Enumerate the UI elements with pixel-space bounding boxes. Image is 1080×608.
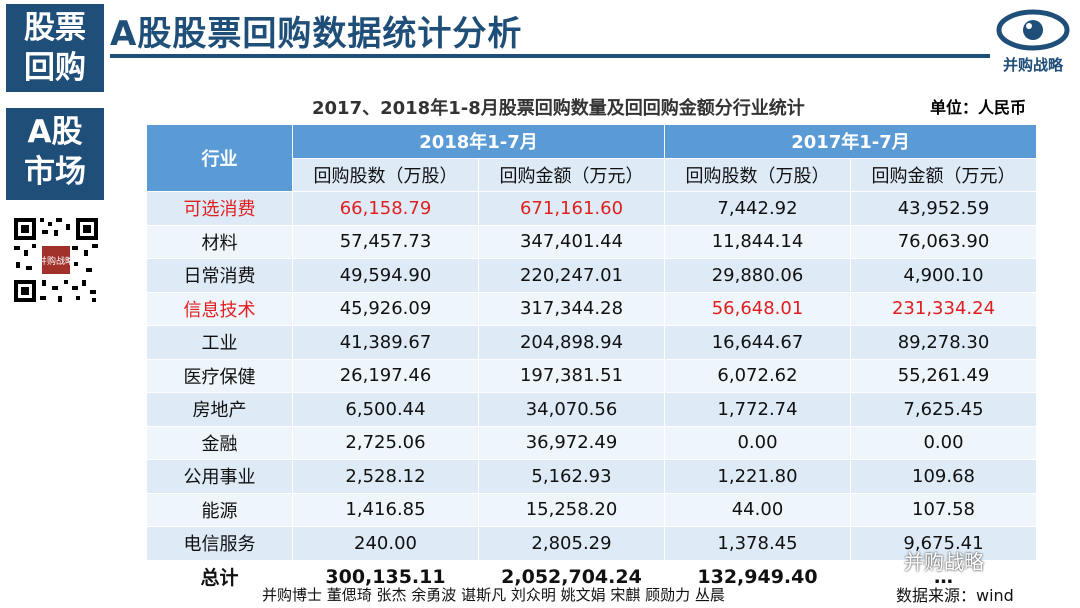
amount-2017-cell: 9,675.41 (850, 526, 1037, 561)
sidebar-label-line1: 股票 (24, 10, 86, 46)
table-title: 2017、2018年1-8月股票回购数量及回回购金额分行业统计 (312, 98, 805, 119)
industry-cell: 材料 (146, 224, 293, 259)
brand-logo-text: 并购战略 (1002, 56, 1063, 74)
amount-2017-cell: 0.00 (850, 425, 1037, 460)
industry-cell: 可选消费 (146, 191, 293, 226)
header: A股股票回购数据统计分析 (110, 0, 1080, 60)
shares-2018-cell: 41,389.67 (292, 325, 479, 360)
shares-2018-cell: 26,197.46 (292, 358, 479, 393)
unit-label: 单位：人民币 (930, 98, 1027, 117)
industry-cell: 工业 (146, 325, 293, 360)
table-row: 材料 57,457.73 347,401.44 11,844.14 76,063… (146, 224, 1037, 259)
footer-authors: 并购博士 董偲琦 张杰 余勇波 谌斯凡 刘众明 姚文娟 宋麒 顾勋力 丛晨 (262, 586, 725, 604)
amount-2017-cell: 76,063.90 (850, 224, 1037, 259)
amount-2017-cell: 231,334.24 (850, 291, 1037, 326)
industry-cell: 电信服务 (146, 526, 293, 561)
shares-2018-cell: 240.00 (292, 526, 479, 561)
shares-2017-cell: 56,648.01 (664, 291, 851, 326)
column-header-amount-2018: 回购金额（万元） (478, 157, 665, 192)
buyback-table: 行业 2018年1-7月 2017年1-7月 回购股数（万股） 回购金额（万元）… (146, 124, 1037, 594)
table-row: 信息技术 45,926.09 317,344.28 56,648.01 231,… (146, 291, 1037, 326)
page-title: A股股票回购数据统计分析 (110, 14, 523, 54)
amount-2017-cell: 107.58 (850, 492, 1037, 527)
column-header-shares-2018: 回购股数（万股） (292, 157, 479, 192)
total-label-cell: 总计 (146, 559, 293, 594)
amount-2018-cell: 220,247.01 (478, 258, 665, 293)
table-row: 工业 41,389.67 204,898.94 16,644.67 89,278… (146, 325, 1037, 360)
shares-2018-cell: 57,457.73 (292, 224, 479, 259)
amount-2017-cell: 7,625.45 (850, 392, 1037, 427)
title-underline (110, 54, 990, 58)
column-group-2018: 2018年1-7月 (292, 124, 665, 159)
data-source: 数据来源：wind (896, 586, 1014, 605)
shares-2017-cell: 7,442.92 (664, 191, 851, 226)
amount-2017-cell: 4,900.10 (850, 258, 1037, 293)
table-row: 医疗保健 26,197.46 197,381.51 6,072.62 55,26… (146, 358, 1037, 393)
industry-cell: 能源 (146, 492, 293, 527)
industry-cell: 金融 (146, 425, 293, 460)
amount-2018-cell: 5,162.93 (478, 459, 665, 494)
amount-2018-cell: 347,401.44 (478, 224, 665, 259)
industry-cell: 日常消费 (146, 258, 293, 293)
table-row: 金融 2,725.06 36,972.49 0.00 0.00 (146, 425, 1037, 460)
shares-2017-cell: 1,378.45 (664, 526, 851, 561)
amount-2018-cell: 34,070.56 (478, 392, 665, 427)
sidebar-block-buyback: 股票 回购 (6, 4, 104, 92)
amount-2017-cell: 43,952.59 (850, 191, 1037, 226)
shares-2017-cell: 11,844.14 (664, 224, 851, 259)
column-header-amount-2017: 回购金额（万元） (850, 157, 1037, 192)
brand-logo: 并购战略 (990, 8, 1076, 78)
total-shares-2017-cell: 132,949.40 (664, 559, 851, 594)
amount-2018-cell: 671,161.60 (478, 191, 665, 226)
shares-2018-cell: 2,528.12 (292, 459, 479, 494)
shares-2017-cell: 1,772.74 (664, 392, 851, 427)
shares-2018-cell: 1,416.85 (292, 492, 479, 527)
amount-2018-cell: 15,258.20 (478, 492, 665, 527)
total-amount-2017-cell: … (850, 559, 1037, 594)
table-row: 电信服务 240.00 2,805.29 1,378.45 9,675.41 (146, 526, 1037, 561)
column-group-2017: 2017年1-7月 (664, 124, 1037, 159)
amount-2018-cell: 36,972.49 (478, 425, 665, 460)
shares-2017-cell: 1,221.80 (664, 459, 851, 494)
shares-2018-cell: 45,926.09 (292, 291, 479, 326)
amount-2017-cell: 89,278.30 (850, 325, 1037, 360)
column-header-shares-2017: 回购股数（万股） (664, 157, 851, 192)
sidebar-label-line2: 回购 (24, 50, 86, 86)
shares-2017-cell: 0.00 (664, 425, 851, 460)
sidebar-label-line1: A股 (27, 114, 83, 150)
watermark: 并购战略 (904, 550, 984, 574)
table-row: 日常消费 49,594.90 220,247.01 29,880.06 4,90… (146, 258, 1037, 293)
amount-2018-cell: 317,344.28 (478, 291, 665, 326)
sidebar-label-line2: 市场 (24, 154, 86, 190)
table-row: 公用事业 2,528.12 5,162.93 1,221.80 109.68 (146, 459, 1037, 494)
shares-2018-cell: 66,158.79 (292, 191, 479, 226)
industry-cell: 信息技术 (146, 291, 293, 326)
amount-2018-cell: 204,898.94 (478, 325, 665, 360)
qr-code-icon: 并购战略 (12, 216, 100, 304)
table-row: 房地产 6,500.44 34,070.56 1,772.74 7,625.45 (146, 392, 1037, 427)
table-row: 能源 1,416.85 15,258.20 44.00 107.58 (146, 492, 1037, 527)
industry-cell: 公用事业 (146, 459, 293, 494)
sidebar-block-market: A股 市场 (6, 108, 104, 200)
qr-center-label: 并购战略 (38, 255, 74, 267)
amount-2017-cell: 55,261.49 (850, 358, 1037, 393)
column-header-industry: 行业 (146, 124, 293, 192)
shares-2017-cell: 6,072.62 (664, 358, 851, 393)
shares-2017-cell: 16,644.67 (664, 325, 851, 360)
table-row: 可选消费 66,158.79 671,161.60 7,442.92 43,95… (146, 191, 1037, 226)
amount-2018-cell: 2,805.29 (478, 526, 665, 561)
shares-2018-cell: 2,725.06 (292, 425, 479, 460)
table-total-row: 总计 300,135.11 2,052,704.24 132,949.40 … (146, 559, 1037, 594)
shares-2017-cell: 44.00 (664, 492, 851, 527)
shares-2018-cell: 49,594.90 (292, 258, 479, 293)
shares-2017-cell: 29,880.06 (664, 258, 851, 293)
total-amount-2018-cell: 2,052,704.24 (478, 559, 665, 594)
eye-icon (996, 9, 1070, 51)
shares-2018-cell: 6,500.44 (292, 392, 479, 427)
amount-2018-cell: 197,381.51 (478, 358, 665, 393)
industry-cell: 房地产 (146, 392, 293, 427)
industry-cell: 医疗保健 (146, 358, 293, 393)
amount-2017-cell: 109.68 (850, 459, 1037, 494)
